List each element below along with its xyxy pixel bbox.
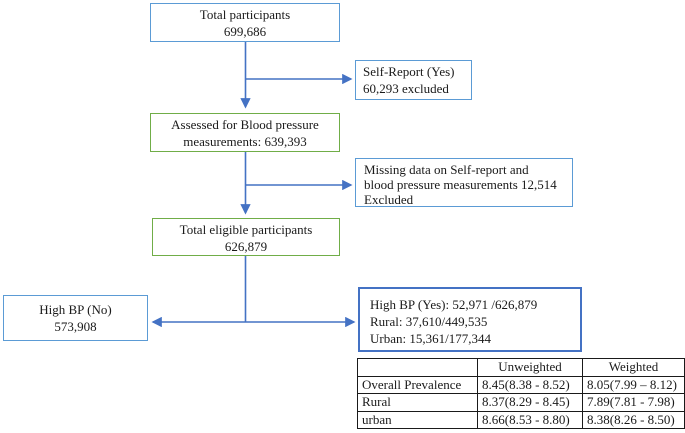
box-missing-line2: blood pressure measurements 12,514 [364, 177, 557, 192]
box-missing-excluded: Missing data on Self-report and blood pr… [355, 158, 573, 207]
box-high-bp-no: High BP (No) 573,908 [3, 295, 148, 341]
box-assessed-bp-line1: Assessed for Blood pressure [171, 117, 319, 132]
table-header-row: Unweighted Weighted [357, 358, 685, 377]
box-self-report-excluded: Self-Report (Yes) 60,293 excluded [355, 60, 472, 100]
row-unweighted-value: 8.37(8.29 - 8.45) [477, 393, 583, 412]
table-row: Overall Prevalence 8.45(8.38 - 8.52) 8.0… [357, 375, 685, 394]
box-eligible-label: Total eligible participants [179, 222, 313, 237]
box-high-bp-yes-line1: High BP (Yes): 52,971 /626,879 [370, 297, 538, 312]
box-missing-line3: Excluded [364, 192, 414, 207]
table-row: urban 8.66(8.53 - 8.80) 8.38(8.26 - 8.50… [357, 410, 685, 429]
prevalence-table: Unweighted Weighted Overall Prevalence 8… [357, 358, 685, 429]
box-total-participants-label: Total participants [199, 7, 291, 22]
row-weighted-value: 8.05(7.99 – 8.12) [582, 375, 685, 394]
row-label: urban [357, 410, 478, 429]
box-assessed-bp-line2: measurements: 639,393 [183, 134, 307, 149]
box-high-bp-no-count: 573,908 [54, 319, 97, 334]
box-self-report-label: Self-Report (Yes) [363, 64, 455, 79]
box-high-bp-yes-line3: Urban: 15,361/177,344 [370, 331, 491, 346]
row-weighted-value: 8.38(8.26 - 8.50) [582, 410, 685, 429]
table-row: Rural 8.37(8.29 - 8.45) 7.89(7.81 - 7.98… [357, 393, 685, 412]
box-eligible-participants: Total eligible participants 626,879 [152, 218, 340, 256]
row-unweighted-value: 8.45(8.38 - 8.52) [477, 375, 583, 394]
header-unweighted: Unweighted [477, 358, 583, 377]
box-high-bp-yes-line2: Rural: 37,610/449,535 [370, 314, 488, 329]
row-unweighted-value: 8.66(8.53 - 8.80) [477, 410, 583, 429]
box-total-participants: Total participants 699,686 [150, 3, 340, 42]
row-weighted-value: 7.89(7.81 - 7.98) [582, 393, 685, 412]
box-assessed-bp: Assessed for Blood pressure measurements… [150, 113, 340, 152]
box-total-participants-count: 699,686 [223, 24, 267, 39]
header-empty-cell [357, 358, 478, 377]
box-high-bp-yes: High BP (Yes): 52,971 /626,879 Rural: 37… [358, 287, 582, 352]
box-missing-line1: Missing data on Self-report and [364, 162, 529, 177]
box-high-bp-no-label: High BP (No) [39, 302, 112, 317]
header-weighted: Weighted [582, 358, 685, 377]
row-label: Rural [357, 393, 478, 412]
box-self-report-count: 60,293 excluded [363, 81, 449, 96]
row-label: Overall Prevalence [357, 375, 478, 394]
box-eligible-count: 626,879 [224, 239, 268, 254]
